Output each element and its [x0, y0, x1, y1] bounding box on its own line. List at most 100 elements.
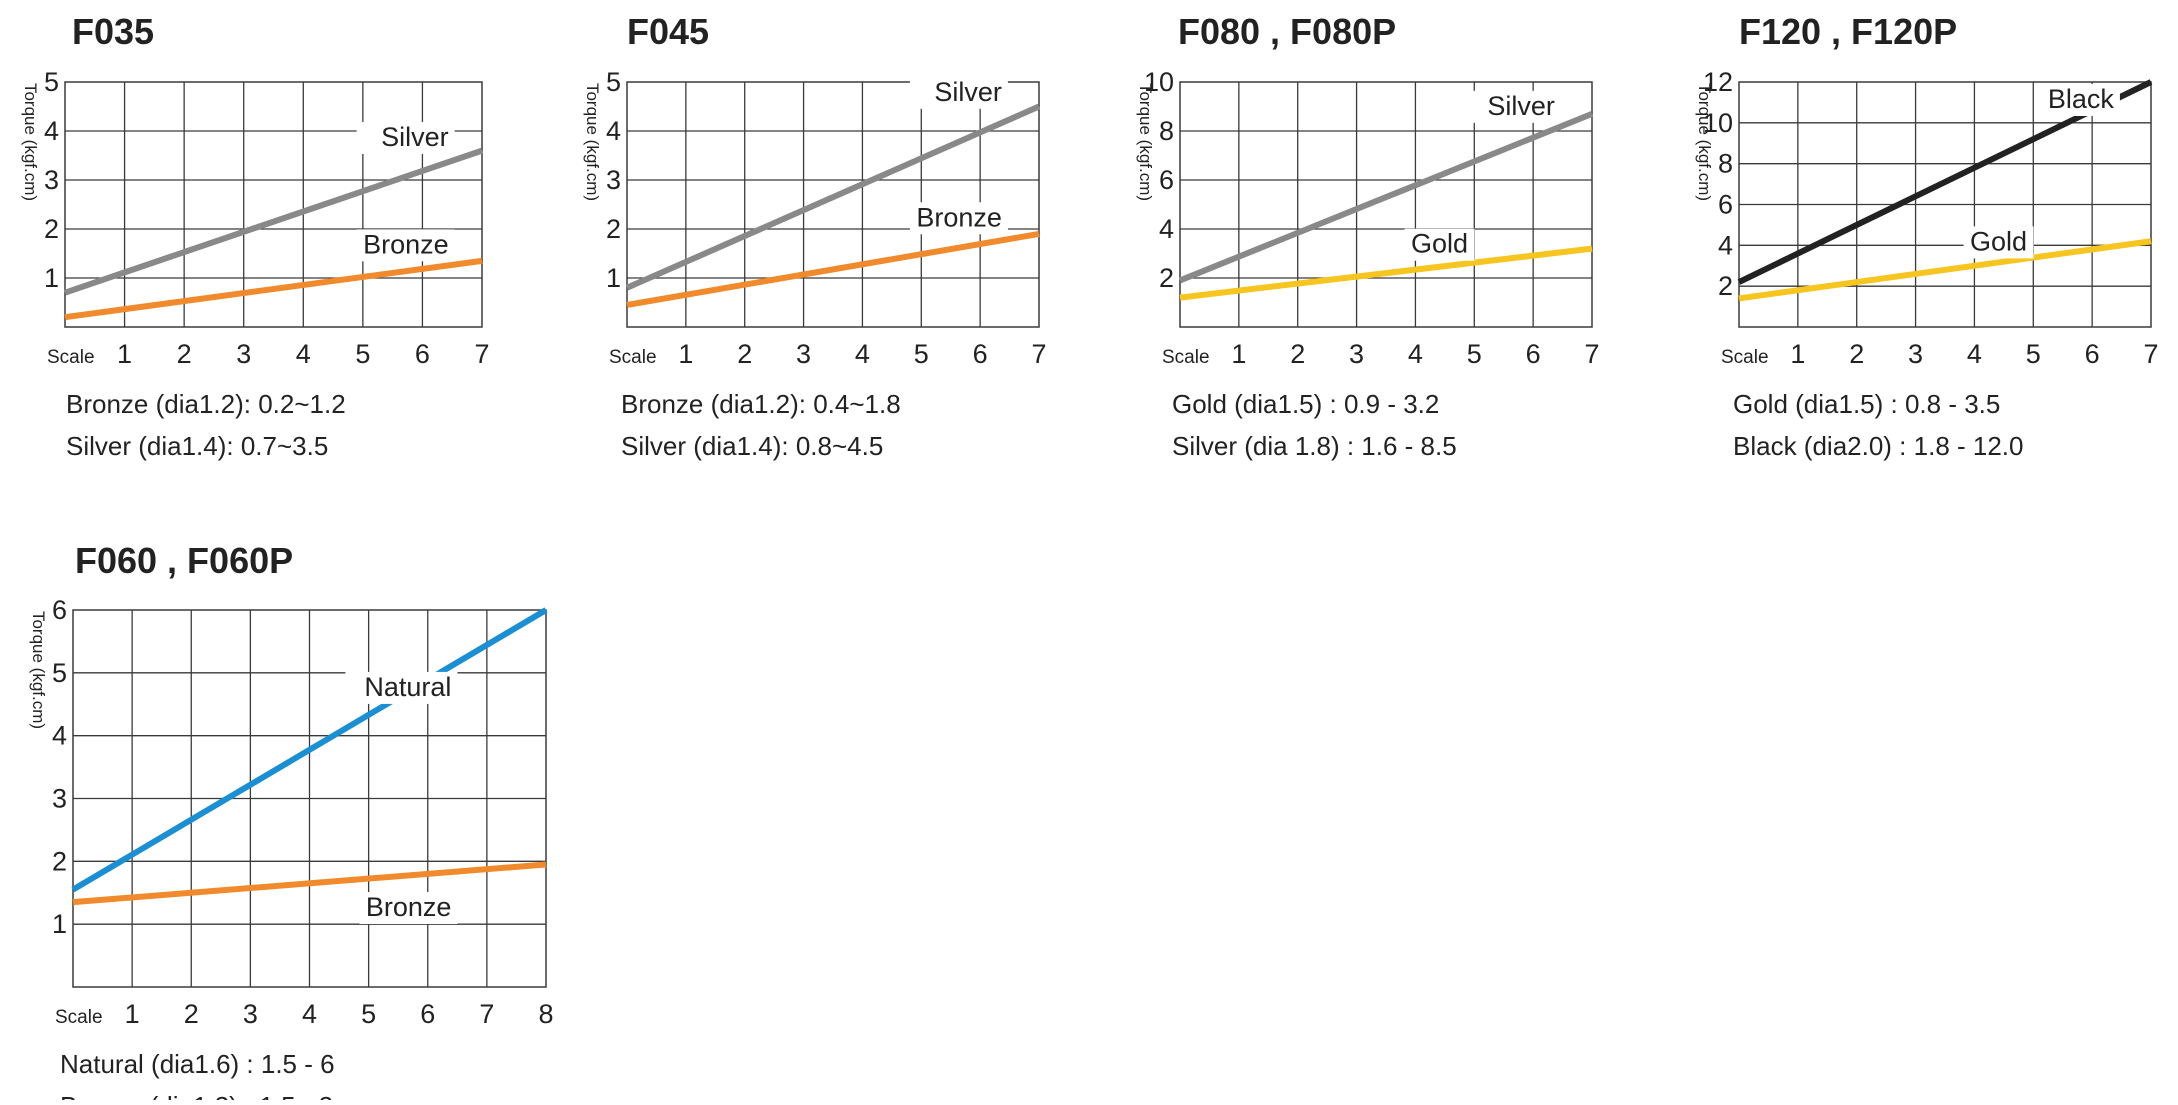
spec-note: Bronze (dia1.2): 0.4~1.8 [621, 389, 901, 419]
series-line-bronze [72, 861, 547, 906]
x-tick-label: 5 [361, 999, 376, 1029]
x-axis-label: Scale [609, 347, 657, 368]
series-label-bg [2035, 84, 2120, 117]
spec-note: Bronze (dia1.2): 0.2~1.2 [66, 389, 346, 419]
spec-note: Silver (dia 1.8) : 1.6 - 8.5 [1172, 431, 1457, 461]
y-tick-label: 3 [44, 165, 59, 195]
plot-frame [64, 81, 483, 328]
series-label-black: Black [2048, 84, 2115, 114]
x-tick-label: 7 [1584, 339, 1599, 369]
y-tick-label: 6 [52, 595, 67, 625]
x-tick-label: 4 [855, 339, 870, 369]
series-label-bg [359, 892, 458, 925]
series-label-bronze: Bronze [916, 202, 1002, 232]
x-tick-label: 4 [302, 999, 317, 1029]
y-tick-label: 12 [1703, 67, 1733, 97]
series-label-gold: Gold [1970, 226, 2027, 256]
series-line-bronze [626, 230, 1040, 308]
x-tick-label: 5 [1467, 339, 1482, 369]
x-axis-label: Scale [55, 1007, 103, 1028]
chart-title: F120 , F120P [1739, 11, 1957, 52]
y-tick-label: 4 [1718, 230, 1733, 260]
series-label-bronze: Bronze [363, 229, 449, 259]
plot-frame [1179, 81, 1593, 328]
chart-4: F060 , F060P 1 2 3 4 5 6 7 8 1 2 3 4 5 6 Scale Torque (k… [29, 540, 554, 1105]
y-tick-label: 3 [52, 784, 67, 814]
x-tick-label: 6 [1526, 339, 1541, 369]
x-tick-label: 3 [236, 339, 251, 369]
x-tick-label: 4 [296, 339, 311, 369]
series-label-bg [909, 202, 1008, 235]
x-tick-label: 3 [243, 999, 258, 1029]
series-label-silver: Silver [934, 77, 1002, 107]
series-label-bg [356, 121, 455, 154]
y-tick-label: 4 [1159, 214, 1174, 244]
series-label-natural: Natural [364, 672, 451, 702]
y-tick-label: 4 [44, 116, 59, 146]
y-tick-label: 2 [52, 846, 67, 876]
chart-title: F060 , F060P [75, 540, 293, 581]
x-tick-label: 6 [973, 339, 988, 369]
series-label-bg [1462, 90, 1561, 123]
series-label-bronze: Bronze [366, 892, 452, 922]
y-tick-label: 4 [606, 116, 621, 146]
series-line-bronze [64, 257, 483, 321]
spec-note: Black (dia2.0) : 1.8 - 12.0 [1733, 431, 2023, 461]
series-label-gold: Gold [1411, 229, 1468, 259]
y-axis-label: Torque (kgf.cm) [583, 83, 602, 201]
x-tick-label: 2 [184, 999, 199, 1029]
spec-note: Silver (dia1.4): 0.8~4.5 [621, 431, 883, 461]
x-tick-label: 2 [1290, 339, 1305, 369]
y-tick-label: 5 [52, 658, 67, 688]
x-axis-label: Scale [1721, 347, 1769, 368]
x-tick-label: 7 [474, 339, 489, 369]
series-label-bg [1963, 226, 2034, 259]
y-tick-label: 1 [52, 909, 67, 939]
series-line-silver [625, 103, 1041, 291]
x-tick-label: 5 [355, 339, 370, 369]
y-tick-label: 2 [44, 214, 59, 244]
series-line-gold [1179, 245, 1593, 301]
x-tick-label: 5 [2026, 339, 2041, 369]
series-line-natural [71, 607, 548, 893]
chart-0: F035 1 2 3 4 5 6 7 1 2 3 4 5 Scale Torque (kgf.cm) Silv… [21, 11, 490, 461]
y-tick-label: 4 [52, 721, 67, 751]
chart-title: F080 , F080P [1178, 11, 1396, 52]
x-tick-label: 2 [1849, 339, 1864, 369]
x-tick-label: 4 [1408, 339, 1423, 369]
y-axis-label: Torque (kgf.cm) [21, 83, 40, 201]
x-tick-label: 6 [420, 999, 435, 1029]
x-tick-label: 2 [737, 339, 752, 369]
y-tick-label: 10 [1703, 108, 1733, 138]
y-tick-label: 2 [1718, 271, 1733, 301]
series-label-bg [356, 229, 455, 262]
x-tick-label: 4 [1967, 339, 1982, 369]
plot-frame [626, 81, 1040, 328]
series-label-bg [345, 671, 458, 704]
x-tick-label: 3 [1908, 339, 1923, 369]
series-label-bg [909, 76, 1008, 109]
series-line-gold [1738, 238, 2152, 302]
spec-note: Silver (dia1.4): 0.7~3.5 [66, 431, 328, 461]
series-line-silver [64, 147, 483, 296]
x-tick-label: 1 [125, 999, 140, 1029]
y-tick-label: 8 [1159, 116, 1174, 146]
x-tick-label: 6 [2085, 339, 2100, 369]
series-label-silver: Silver [1487, 91, 1555, 121]
chart-title: F045 [627, 11, 709, 52]
y-axis-label: Torque (kgf.cm) [29, 611, 48, 729]
chart-1: F045 1 2 3 4 5 6 7 1 2 3 4 5 Scale Torque (kgf.cm) Silv… [583, 11, 1047, 461]
x-tick-label: 2 [177, 339, 192, 369]
x-tick-label: 5 [914, 339, 929, 369]
x-tick-label: 7 [1031, 339, 1046, 369]
x-axis-label: Scale [1162, 347, 1210, 368]
spec-note: Bronze (dia1.2) : 1.5 - 2 [60, 1091, 333, 1100]
x-axis-label: Scale [47, 347, 95, 368]
x-tick-label: 7 [479, 999, 494, 1029]
y-tick-label: 2 [1159, 263, 1174, 293]
y-tick-label: 5 [44, 67, 59, 97]
x-tick-label: 7 [2143, 339, 2158, 369]
